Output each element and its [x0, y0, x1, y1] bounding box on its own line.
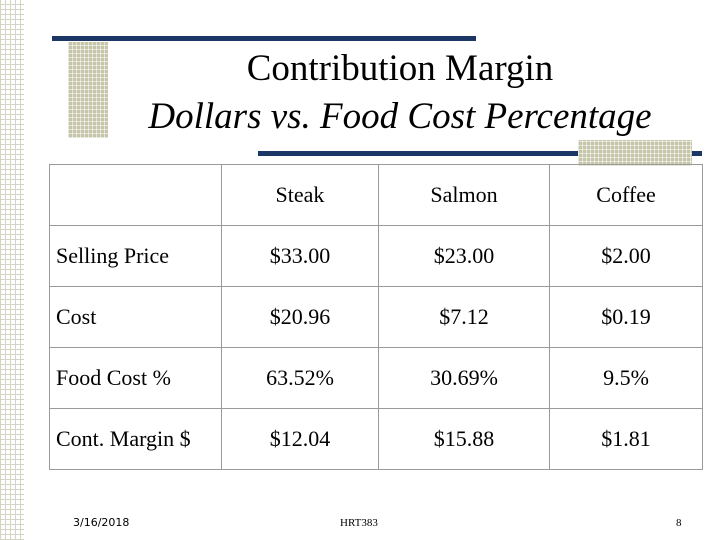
contribution-margin-table: Steak Salmon Coffee Selling Price $33.00…	[49, 164, 703, 470]
table-cell: $0.19	[549, 286, 703, 348]
table-row-contribution-margin: Cont. Margin $ $12.04 $15.88 $1.81	[49, 408, 703, 470]
table-cell: $12.04	[221, 408, 379, 470]
title-rule-top	[52, 36, 476, 41]
table-cell: $2.00	[549, 225, 703, 287]
footer-course-code: HRT383	[340, 517, 378, 529]
row-label: Food Cost %	[49, 347, 222, 409]
slide-title: Contribution Margin	[246, 48, 554, 89]
table-header-row: Steak Salmon Coffee	[49, 164, 703, 226]
table-cell: 63.52%	[221, 347, 379, 409]
header-cell-steak: Steak	[221, 164, 379, 226]
row-label: Selling Price	[49, 225, 222, 287]
footer-date: 3/16/2018	[73, 516, 130, 529]
row-label: Cost	[49, 286, 222, 348]
header-cell-empty	[49, 164, 222, 226]
table-cell: $33.00	[221, 225, 379, 287]
slide-subtitle: Dollars vs. Food Cost Percentage	[148, 96, 652, 137]
table-row-food-cost-percent: Food Cost % 63.52% 30.69% 9.5%	[49, 347, 703, 409]
table-cell: 30.69%	[378, 347, 550, 409]
decorative-title-block	[68, 42, 108, 138]
header-cell-coffee: Coffee	[549, 164, 703, 226]
table-cell: 9.5%	[549, 347, 703, 409]
table-cell: $1.81	[549, 408, 703, 470]
table-cell: $15.88	[378, 408, 550, 470]
title-rule-bottom	[258, 151, 702, 156]
table-cell: $23.00	[378, 225, 550, 287]
header-cell-salmon: Salmon	[378, 164, 550, 226]
row-label: Cont. Margin $	[49, 408, 222, 470]
table-row-cost: Cost $20.96 $7.12 $0.19	[49, 286, 703, 348]
decorative-grid-strip	[0, 0, 24, 540]
table-row-selling-price: Selling Price $33.00 $23.00 $2.00	[49, 225, 703, 287]
table-cell: $7.12	[378, 286, 550, 348]
footer-page-number: 8	[676, 517, 682, 529]
decorative-corner-block	[578, 140, 692, 166]
table-cell: $20.96	[221, 286, 379, 348]
